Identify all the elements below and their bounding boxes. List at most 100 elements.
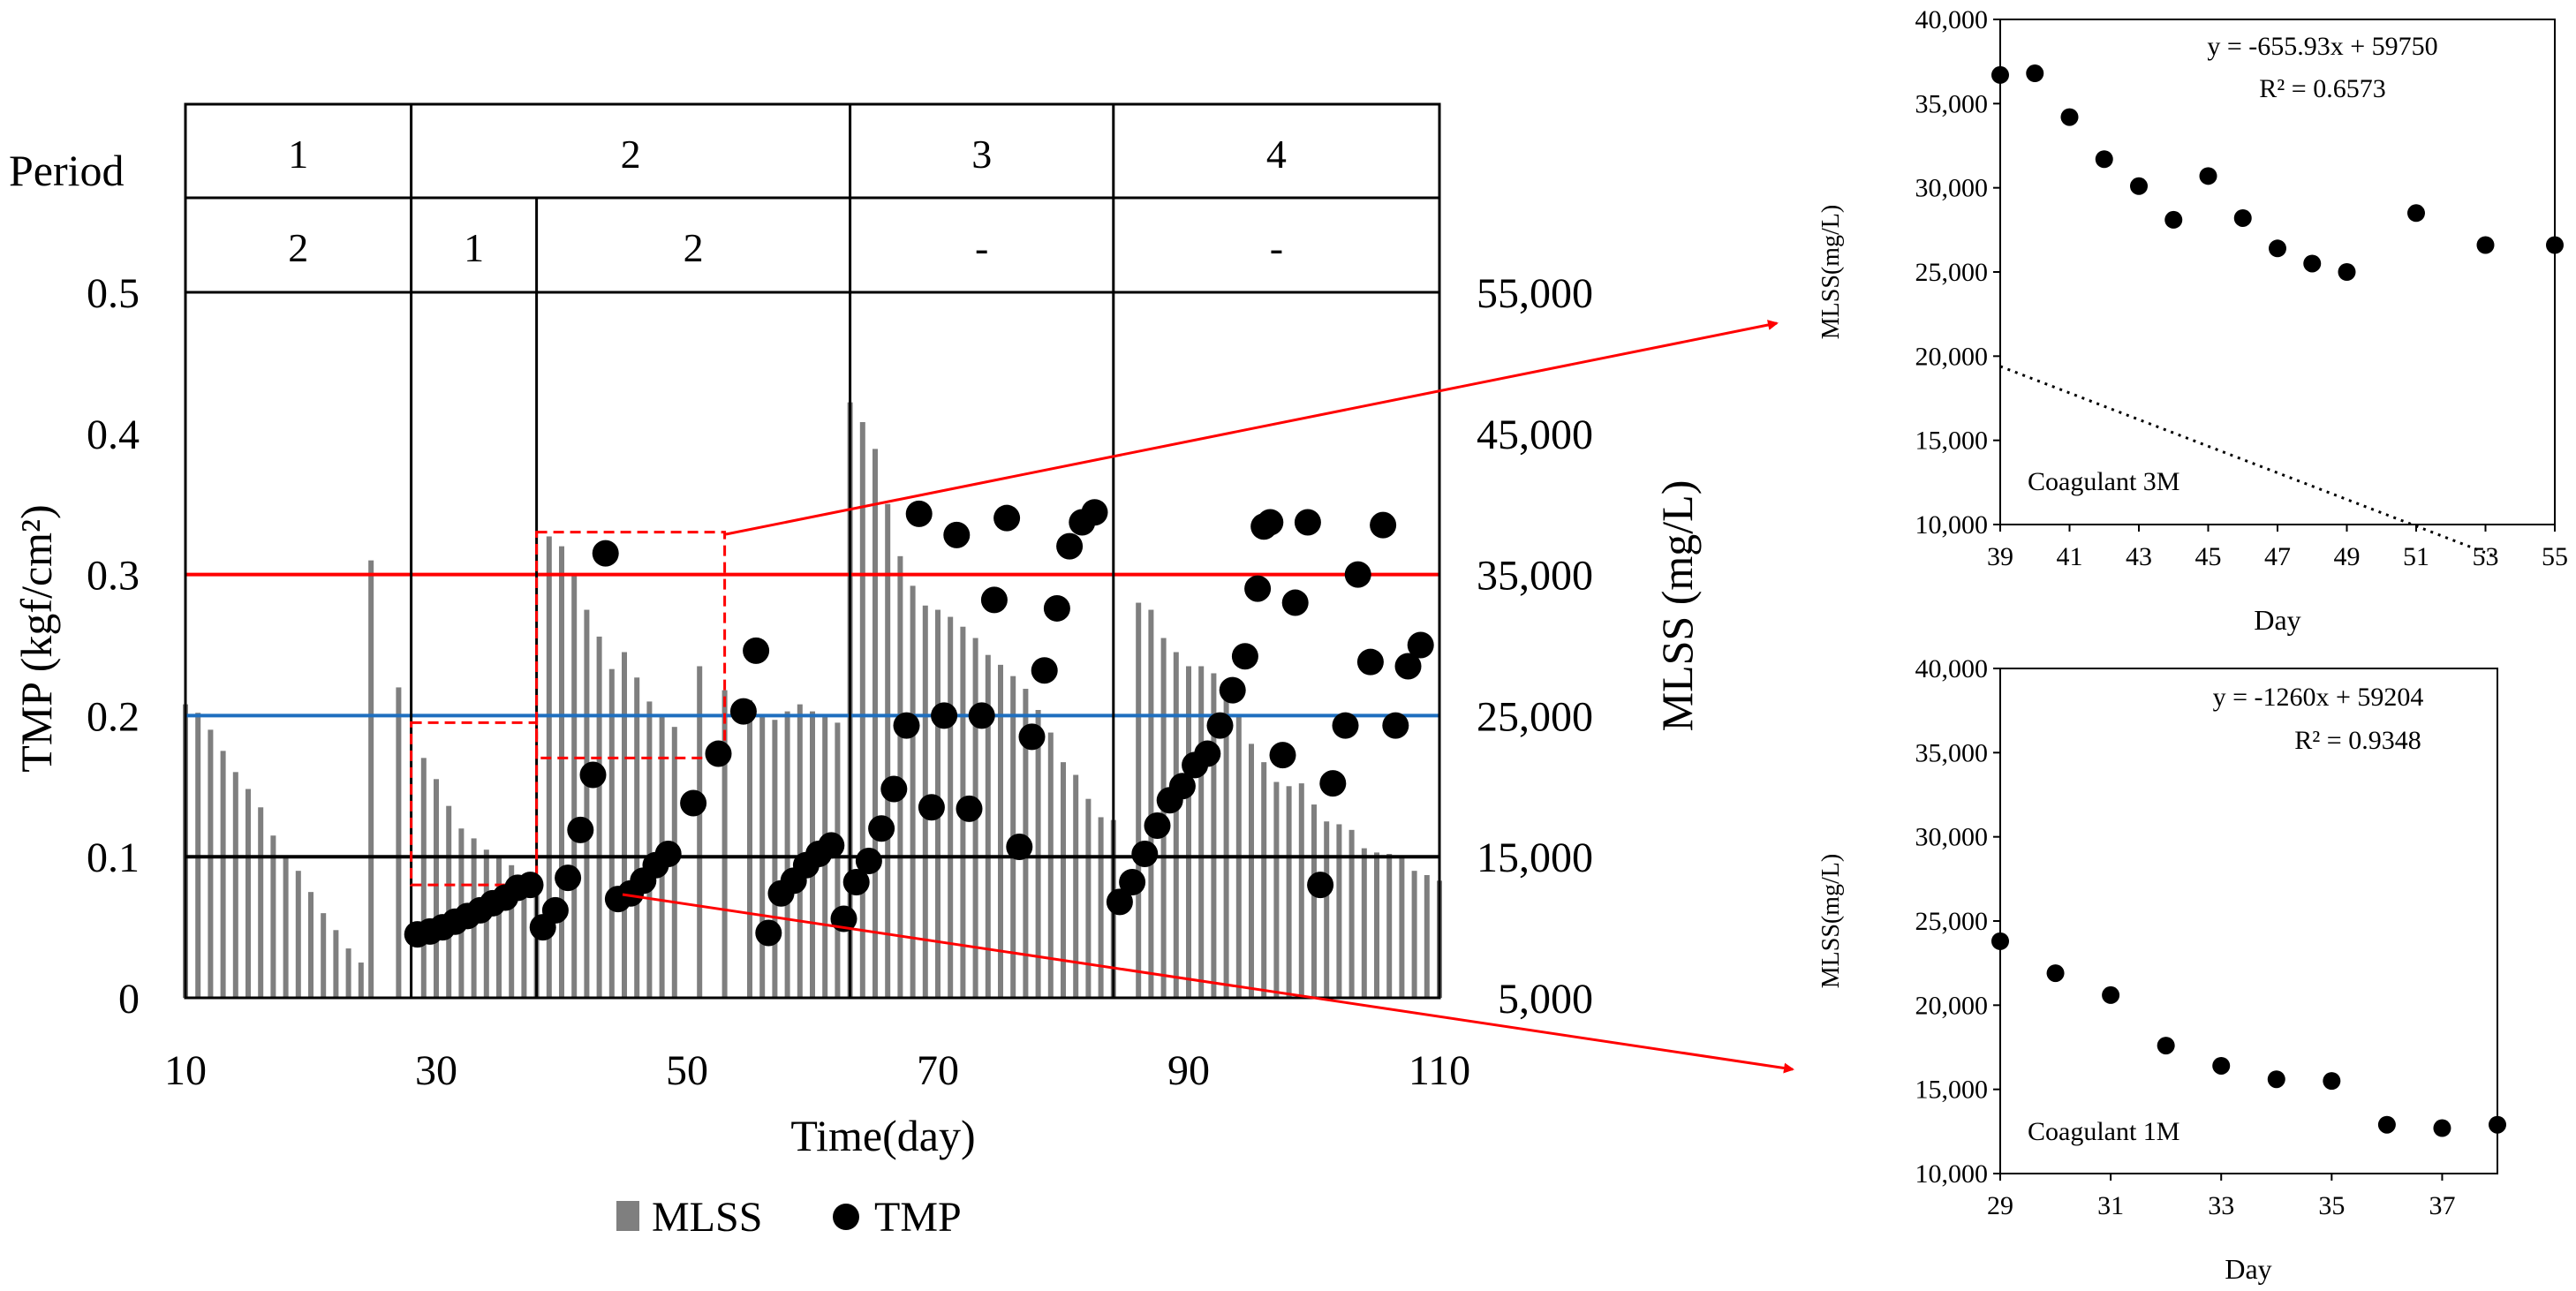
inset-x-ticks: 39 41 43 45 47 49 51 53 55 — [1987, 525, 2568, 571]
tmp-point — [1332, 712, 1359, 739]
mlss-bar — [1286, 786, 1292, 998]
tmp-point — [1056, 532, 1084, 560]
mlss-bar — [584, 609, 590, 998]
inset-points — [1991, 64, 2564, 281]
inset-point — [2233, 208, 2252, 227]
mlss-bar — [1186, 666, 1191, 998]
inset-point — [2269, 239, 2286, 258]
inset-point — [1991, 65, 2009, 84]
mlss-bar — [1411, 871, 1417, 998]
inset-y-tick-label: 10,000 — [1915, 1159, 1989, 1189]
tmp-point — [1370, 511, 1397, 539]
tmp-point — [567, 816, 594, 843]
mlss-bar — [258, 807, 264, 998]
period-number: 2 — [621, 132, 641, 177]
r-squared: R² = 0.9348 — [2294, 726, 2421, 755]
mlss-bar — [1249, 744, 1254, 998]
inset-x-tick-label: 41 — [2057, 542, 2083, 571]
tmp-point — [980, 586, 1008, 614]
tmp-point — [705, 740, 732, 767]
mlss-bar — [697, 666, 703, 998]
trendline-path — [1999, 365, 2498, 559]
mlss-bar — [208, 729, 214, 998]
tmp-point — [1394, 653, 1422, 680]
tmp-point — [1194, 740, 1221, 767]
inset-y-tick-label: 30,000 — [1915, 174, 1989, 203]
tmp-point — [1356, 648, 1384, 676]
x-tick-label: 50 — [666, 1047, 708, 1094]
right-tick-label: 55,000 — [1477, 270, 1593, 317]
tmp-point — [743, 637, 770, 664]
period-label: Period — [9, 146, 125, 195]
mlss-bar — [948, 616, 954, 998]
inset-point — [2407, 204, 2425, 223]
inset-point — [2303, 254, 2322, 273]
left-tick-label: 0 — [118, 976, 140, 1023]
mlss-bar — [1148, 609, 1154, 998]
mlss-bar — [608, 668, 615, 998]
mlss-bar — [910, 585, 916, 998]
mlss-bar — [270, 835, 276, 998]
inset-point — [2026, 64, 2044, 83]
inset-point — [2157, 1037, 2175, 1055]
inset-x-tick-label: 39 — [1987, 542, 2013, 571]
tmp-points — [404, 499, 1434, 948]
inset-y-tick-label: 15,000 — [1915, 1076, 1989, 1105]
sub-period-number: 2 — [684, 225, 704, 270]
tmp-point — [1131, 841, 1159, 868]
inset-x-tick-label: 31 — [2097, 1191, 2124, 1220]
mlss-bar — [1424, 874, 1430, 998]
tmp-point — [579, 761, 607, 789]
tmp-point — [1006, 834, 1033, 861]
mlss-bar — [1374, 852, 1379, 998]
mlss-bar — [859, 422, 865, 998]
mlss-bar — [571, 574, 578, 998]
tmp-point — [1244, 575, 1272, 602]
mlss-bar — [1198, 666, 1205, 998]
tmp-point — [1119, 868, 1146, 895]
tmp-point — [1144, 812, 1171, 840]
inset-annotation: Coagulant 1M — [2028, 1117, 2180, 1146]
inset-y-ticks: 10,000 15,000 20,000 25,000 30,000 35,000 40,0… — [1915, 5, 2000, 540]
tmp-point — [1219, 676, 1246, 704]
inset-point — [2212, 1056, 2231, 1075]
tmp-point — [555, 864, 582, 892]
mlss-bar — [1085, 798, 1092, 998]
mlss-bar — [784, 711, 790, 998]
inset-x-tick-label: 47 — [2264, 542, 2291, 571]
inset-x-tick-label: 43 — [2126, 542, 2152, 571]
mlss-bar — [321, 913, 327, 998]
mlss-bar — [521, 880, 527, 998]
sub-period-number: 2 — [288, 225, 308, 270]
tmp-point — [1307, 872, 1334, 899]
mlss-bar — [1311, 804, 1317, 998]
mlss-bars — [183, 402, 1442, 998]
inset-y-ticks: 10,000 15,000 20,000 25,000 30,000 35,000 40,0… — [1915, 654, 2000, 1189]
tmp-point — [654, 841, 682, 868]
mlss-bar — [1223, 690, 1229, 998]
zoom-highlight-box — [410, 721, 539, 887]
mlss-bar — [998, 664, 1003, 998]
inset-point — [2199, 167, 2217, 185]
inset-point — [2433, 1119, 2451, 1137]
inset-point — [2476, 236, 2495, 254]
inset-y-tick-label: 10,000 — [1915, 510, 1989, 540]
inset-x-label: Day — [2225, 1253, 2271, 1285]
inset-point — [2130, 177, 2148, 195]
tmp-point — [1382, 712, 1409, 739]
tmp-point — [755, 919, 782, 947]
mlss-bar — [873, 449, 878, 998]
tmp-point — [1168, 773, 1196, 800]
sub-period-number: - — [975, 225, 988, 270]
mlss-bar — [1073, 774, 1079, 998]
mlss-bar — [897, 555, 903, 998]
inset-y-tick-label: 15,000 — [1915, 427, 1989, 456]
period-number: 1 — [288, 132, 308, 177]
inset-y-tick-label: 25,000 — [1915, 258, 1989, 287]
left-tick-label: 0.5 — [87, 270, 140, 317]
period-table: Period 1 2 3 4 2 1 2 - - — [9, 132, 1287, 270]
mlss-bar — [634, 677, 640, 998]
trendline — [1999, 365, 2498, 559]
inset-x-tick-label: 29 — [1987, 1191, 2013, 1220]
